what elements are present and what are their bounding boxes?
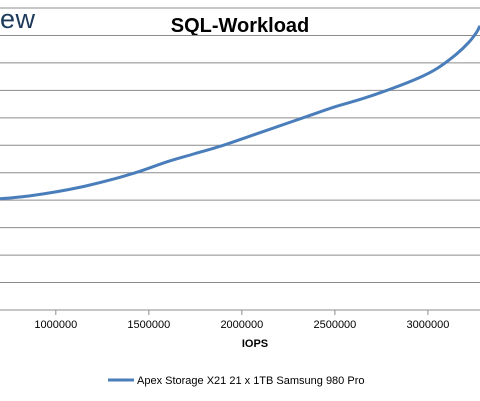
x-axis-ticks: 1000000 1500000 2000000 2500000 3000000 xyxy=(34,310,449,331)
x-tick-label-1: 1000000 xyxy=(34,319,77,331)
x-tick-label-2: 1500000 xyxy=(127,319,170,331)
series-lines xyxy=(0,25,480,201)
x-axis-label: IOPS xyxy=(242,338,268,350)
x-tick-label-4: 2500000 xyxy=(313,319,356,331)
series-line-1 xyxy=(0,25,480,201)
legend: Apex Storage X21 21 x 1TB Samsung 980 Pr… xyxy=(108,375,364,387)
x-tick-label-5: 3000000 xyxy=(406,319,449,331)
gridlines xyxy=(0,7,480,311)
logo-fragment: ew xyxy=(0,4,36,34)
legend-label: Apex Storage X21 21 x 1TB Samsung 980 Pr… xyxy=(137,375,364,387)
x-tick-label-3: 2000000 xyxy=(220,319,263,331)
chart-title: SQL-Workload xyxy=(171,15,310,37)
